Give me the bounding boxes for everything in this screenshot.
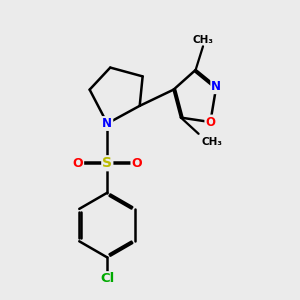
Text: O: O xyxy=(73,157,83,170)
Text: N: N xyxy=(102,117,112,130)
Text: O: O xyxy=(131,157,142,170)
Text: O: O xyxy=(206,116,215,128)
Text: CH₃: CH₃ xyxy=(193,35,214,45)
Text: Cl: Cl xyxy=(100,272,114,285)
Text: CH₃: CH₃ xyxy=(202,137,223,147)
Text: N: N xyxy=(211,80,221,93)
Text: S: S xyxy=(102,156,112,170)
